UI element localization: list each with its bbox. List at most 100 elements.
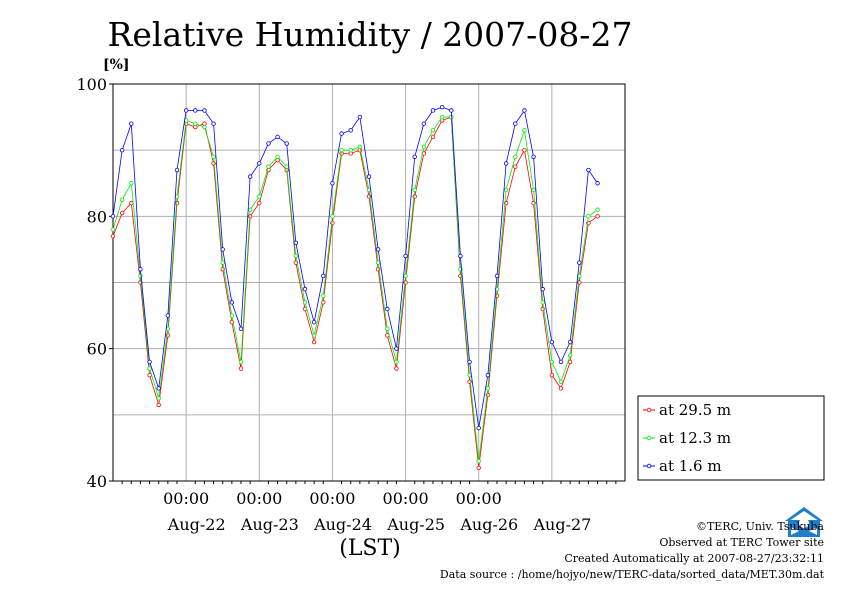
data-point (531, 154, 536, 159)
data-point (275, 154, 280, 159)
data-point (247, 207, 253, 212)
x-tick-time-label: 00:00 (456, 489, 502, 508)
x-tick-time-label: 00:00 (309, 489, 355, 508)
data-point (257, 194, 262, 199)
data-point (266, 164, 271, 169)
data-point (293, 240, 299, 245)
data-point (110, 233, 116, 239)
data-point (147, 366, 152, 371)
data-point (476, 458, 481, 464)
data-point (595, 214, 600, 219)
data-point (119, 147, 125, 153)
x-tick-date-label: Aug-22 (167, 515, 226, 534)
legend-label: at 12.3 m (659, 429, 731, 447)
x-tick-date-label: Aug-26 (459, 515, 518, 534)
series-lines (110, 104, 600, 470)
x-tick-date-label: Aug-24 (313, 515, 372, 534)
data-point (439, 114, 445, 120)
data-point (129, 200, 134, 206)
data-point (247, 174, 253, 179)
data-point (174, 167, 180, 173)
data-point (567, 359, 573, 365)
data-point (567, 353, 573, 358)
created-text: Created Automatically at 2007-08-27/23:3… (564, 552, 824, 565)
data-point (165, 313, 171, 318)
data-point (485, 372, 491, 378)
data-point (302, 286, 308, 292)
data-point (211, 154, 216, 159)
data-point (394, 346, 399, 351)
data-point (211, 121, 216, 126)
data-point (595, 207, 600, 212)
data-source-text: Data source : /home/hojyo/new/TERC-data/… (439, 568, 824, 581)
data-point (302, 300, 308, 305)
data-point (439, 104, 445, 110)
data-point (284, 141, 289, 146)
legend: at 29.5 m at 12.3 m at 1.6 m (637, 395, 825, 481)
data-point (238, 326, 244, 332)
data-point (412, 194, 417, 199)
copyright-text: ©TERC, Univ. Tsukuba (695, 520, 824, 533)
data-point (540, 300, 545, 305)
data-point (558, 386, 564, 391)
data-point (311, 320, 317, 325)
data-point (110, 214, 116, 219)
y-tick-label: 100 (76, 75, 107, 94)
x-axis-ticks: 00:00 00:00 00:00 00:00 00:00 Aug-22 Aug-23 Aug… (121, 481, 617, 534)
data-point (193, 121, 198, 126)
data-point (311, 333, 317, 338)
data-point (412, 187, 417, 193)
data-point (522, 128, 527, 133)
data-point (266, 141, 271, 146)
data-point (430, 128, 436, 133)
data-point (449, 108, 454, 113)
data-point (321, 273, 326, 279)
y-tick-label: 60 (87, 340, 107, 359)
legend-label: at 1.6 m (659, 457, 722, 475)
data-point (238, 359, 244, 365)
data-point (211, 161, 216, 166)
data-point (403, 273, 408, 279)
data-point (458, 253, 463, 259)
data-point (586, 167, 591, 173)
data-point (522, 147, 527, 153)
data-point (229, 300, 235, 305)
data-point (321, 293, 326, 298)
y-unit-label: [%] (103, 57, 130, 73)
x-tick-date-label: Aug-25 (386, 515, 445, 534)
data-point (558, 379, 564, 384)
data-point (129, 121, 134, 126)
data-point (549, 372, 555, 378)
data-point (586, 214, 591, 219)
data-point (357, 144, 363, 150)
data-point (375, 247, 381, 252)
data-point (183, 108, 189, 113)
data-point (567, 339, 573, 345)
x-tick-date-label: Aug-23 (240, 515, 299, 534)
data-point (375, 260, 381, 265)
data-point (503, 187, 509, 193)
data-point (412, 154, 417, 159)
x-tick-date-label: Aug-27 (532, 515, 591, 534)
data-point (485, 386, 491, 391)
data-point (403, 280, 408, 285)
data-point (293, 253, 299, 259)
data-point (403, 253, 408, 259)
data-point (220, 247, 225, 252)
data-point (110, 227, 116, 232)
data-point (156, 402, 161, 408)
data-point (348, 128, 353, 133)
data-point (330, 181, 335, 186)
data-point (549, 359, 555, 365)
credits: ©TERC, Univ. Tsukuba Observed at TERC To… (440, 519, 824, 583)
data-point (549, 339, 555, 345)
data-point (522, 108, 527, 113)
data-point (257, 200, 262, 206)
data-point (119, 197, 125, 202)
data-point (275, 134, 280, 140)
data-point (284, 164, 289, 169)
data-point (513, 154, 518, 159)
observed-text: Observed at TERC Tower site (659, 536, 824, 549)
legend-swatch-marker (646, 407, 652, 413)
